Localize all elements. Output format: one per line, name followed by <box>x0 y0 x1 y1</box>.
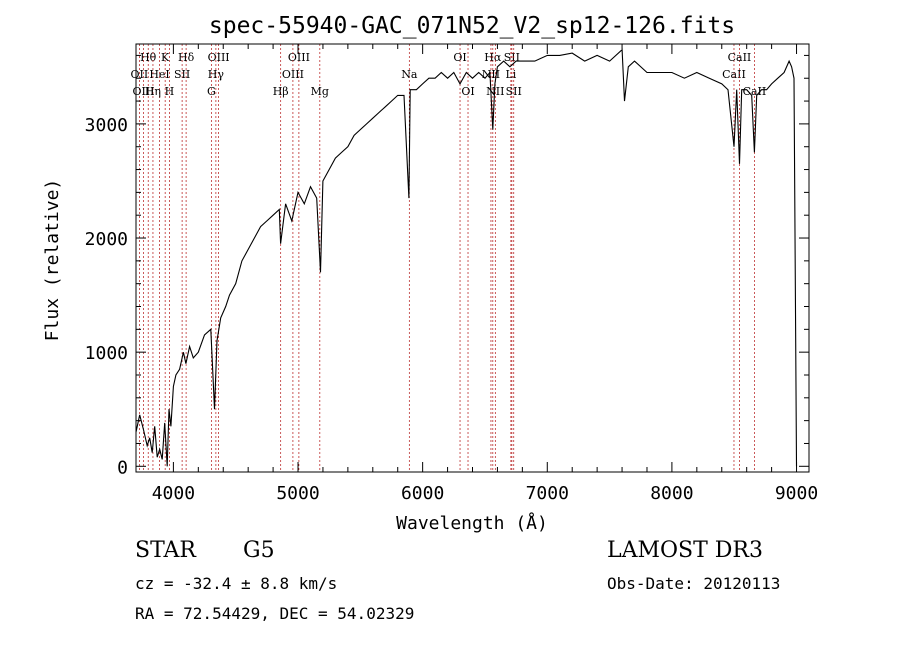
line-marker-label: H <box>165 85 175 98</box>
x-tick-label: 7000 <box>526 483 569 504</box>
line-marker-label: CaII <box>722 68 746 81</box>
y-tick-label: 2000 <box>85 229 128 250</box>
x-tick-label: 9000 <box>775 483 818 504</box>
spectrum-line <box>135 48 798 467</box>
plot-frame <box>135 43 810 473</box>
line-marker-label: CaII <box>743 85 767 98</box>
line-marker-label: Hβ <box>273 85 289 98</box>
line-marker-label: Hγ <box>208 68 225 81</box>
line-marker-label: HeI <box>149 68 169 81</box>
line-marker-label: Hθ <box>140 51 157 64</box>
line-marker-label: Mg <box>311 85 329 98</box>
x-tick-label: 8000 <box>650 483 693 504</box>
line-marker-label: Hδ <box>178 51 195 64</box>
emission-line-markers: Hθ OII OIII K HeI Hη Hδ SII H OIII Hγ G Hβ OIII OIII Mg… <box>131 44 767 472</box>
line-marker-label: OII <box>131 68 149 81</box>
y-tick-label: 0 <box>117 457 128 478</box>
x-axis-label: Wavelength (Å) <box>396 512 548 534</box>
line-marker-label: OIII <box>132 85 154 98</box>
line-marker-label: OI <box>461 85 474 98</box>
survey-release: LAMOST DR3 <box>607 538 763 563</box>
observation-date: Obs-Date: 20120113 <box>607 574 781 593</box>
chart-title: spec-55940-GAC_071N52_V2_sp12-126.fits <box>209 13 735 39</box>
sky-coordinates: RA = 72.54429, DEC = 54.02329 <box>135 604 415 623</box>
line-marker-label: Hα <box>484 51 502 64</box>
object-class: STAR <box>135 538 196 563</box>
line-marker-label: Hη <box>145 85 161 98</box>
line-marker-label: CaII <box>728 51 752 64</box>
redshift-velocity: cz = -32.4 ± 8.8 km/s <box>135 574 338 593</box>
line-marker-label: OIII <box>282 68 304 81</box>
line-marker-label: SII <box>506 85 522 98</box>
x-tick-label: 4000 <box>152 483 195 504</box>
line-marker-label: K <box>161 51 170 64</box>
line-marker-label: OI <box>453 51 466 64</box>
line-marker-label: G <box>207 85 216 98</box>
x-tick-label: 5000 <box>276 483 319 504</box>
y-axis-label: Flux (relative) <box>42 179 63 342</box>
object-subclass: G5 <box>243 538 275 563</box>
line-marker-label: OIII <box>288 51 310 64</box>
y-tick-label: 3000 <box>85 115 128 136</box>
y-tick-label: 1000 <box>85 343 128 364</box>
line-marker-label: OIII <box>208 51 230 64</box>
line-marker-label: SII <box>174 68 190 81</box>
x-tick-label: 6000 <box>401 483 444 504</box>
line-marker-label: Na <box>401 68 418 81</box>
line-marker-label: SII <box>504 51 520 64</box>
line-marker-label: Li <box>505 68 516 81</box>
axis-ticks: 4000 5000 6000 7000 8000 9000 0 1000 2000 3000 <box>85 44 818 504</box>
